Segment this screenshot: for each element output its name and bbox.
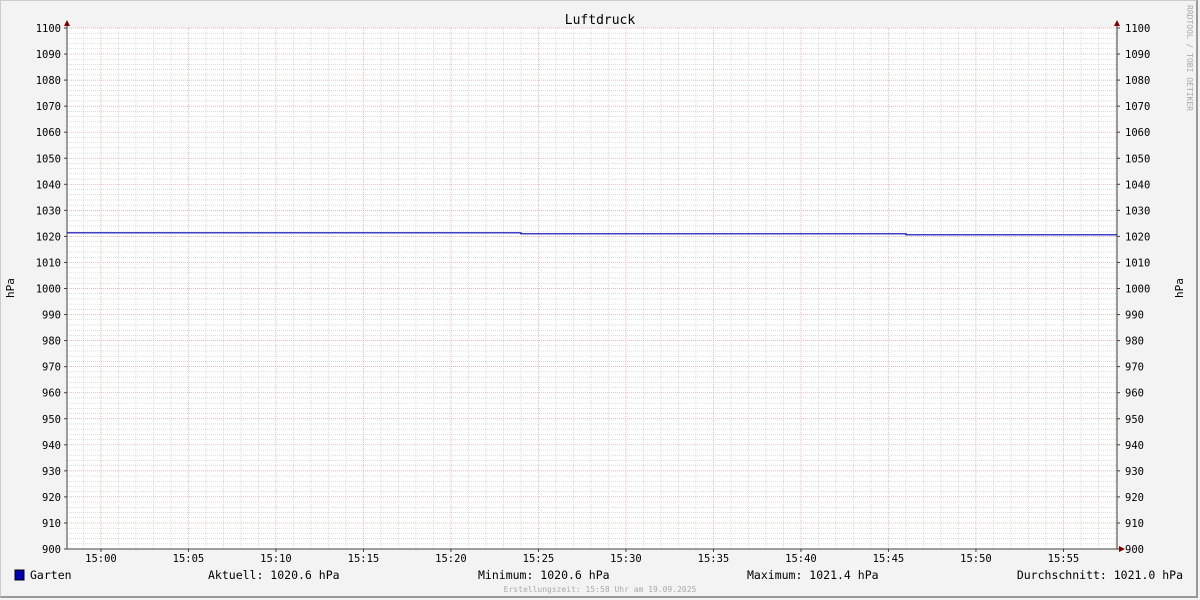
y-tick-label-right: 960 [1125, 388, 1144, 400]
x-tick-label: 15:35 [698, 553, 730, 565]
x-tick-label: 15:05 [173, 553, 205, 565]
y-tick-label-left: 1100 [36, 23, 61, 35]
y-tick-label-right: 930 [1125, 466, 1144, 478]
y-tick-label-left: 1080 [36, 75, 61, 87]
y-tick-label-left: 1020 [36, 231, 61, 243]
y-axis-arrow-right [1114, 20, 1120, 26]
y-tick-label-left: 930 [42, 466, 61, 478]
y-tick-label-left: 960 [42, 388, 61, 400]
y-tick-label-right: 1060 [1125, 127, 1150, 139]
y-tick-label-right: 940 [1125, 440, 1144, 452]
series [67, 232, 1117, 236]
y-tick-label-left: 1030 [36, 205, 61, 217]
watermark: RRDTOOL / TOBI OETIKER [1185, 5, 1194, 111]
y-tick-label-right: 1100 [1125, 23, 1150, 35]
chart-title: Luftdruck [565, 13, 636, 28]
y-axis-arrow-left [64, 20, 70, 26]
x-tick-label: 15:20 [435, 553, 467, 565]
y-tick-label-right: 1030 [1125, 205, 1150, 217]
series-line-garten [67, 232, 1117, 236]
axes: 900 900 910 910 920 920 930 930 940 940 950 950 960 9… [36, 20, 1150, 565]
y-tick-label-right: 980 [1125, 336, 1144, 348]
y-tick-label-left: 990 [42, 310, 61, 322]
x-tick-label: 15:15 [348, 553, 380, 565]
grid [67, 27, 1117, 550]
x-tick-label: 15:50 [960, 553, 992, 565]
x-tick-label: 15:25 [523, 553, 555, 565]
y-tick-label-right: 1040 [1125, 179, 1150, 191]
y-tick-label-right: 1000 [1125, 284, 1150, 296]
y-tick-label-right: 1090 [1125, 49, 1150, 61]
y-tick-label-left: 1090 [36, 49, 61, 61]
y-tick-label-right: 950 [1125, 414, 1144, 426]
legend-minimum: Minimum: 1020.6 hPa [478, 568, 610, 582]
y-tick-label-right: 1050 [1125, 153, 1150, 165]
y-tick-label-left: 920 [42, 492, 61, 504]
x-tick-label: 15:40 [785, 553, 817, 565]
y-tick-label-right: 1080 [1125, 75, 1150, 87]
legend-current: Aktuell: 1020.6 hPa [208, 568, 340, 582]
x-tick-label: 15:30 [610, 553, 642, 565]
y-tick-label-right: 1070 [1125, 101, 1150, 113]
y-axis-label-left: hPa [4, 278, 17, 298]
x-tick-label: 15:55 [1048, 553, 1080, 565]
y-tick-label-left: 1060 [36, 127, 61, 139]
y-tick-label-right: 920 [1125, 492, 1144, 504]
y-tick-label-right: 910 [1125, 518, 1144, 530]
y-axis-label-right: hPa [1173, 278, 1186, 298]
y-tick-label-left: 910 [42, 518, 61, 530]
y-tick-label-left: 900 [42, 544, 61, 556]
x-tick-label: 15:10 [260, 553, 292, 565]
y-tick-label-left: 940 [42, 440, 61, 452]
legend-swatch-garten [14, 569, 25, 581]
y-tick-label-left: 980 [42, 336, 61, 348]
y-tick-label-right: 900 [1125, 544, 1144, 556]
legend-label: Garten [30, 568, 72, 582]
y-tick-label-left: 1070 [36, 101, 61, 113]
y-tick-label-right: 1020 [1125, 231, 1150, 243]
y-tick-label-left: 1050 [36, 153, 61, 165]
y-tick-label-left: 1040 [36, 179, 61, 191]
legend-average: Durchschnitt: 1021.0 hPa [1017, 568, 1183, 582]
y-tick-label-left: 950 [42, 414, 61, 426]
y-tick-label-right: 970 [1125, 362, 1144, 374]
x-tick-label: 15:45 [873, 553, 905, 565]
x-tick-label: 15:00 [85, 553, 117, 565]
y-tick-label-left: 970 [42, 362, 61, 374]
legend-maximum: Maximum: 1021.4 hPa [747, 568, 879, 582]
footer-timestamp: Erstellungszeit: 15:58 Uhr am 19.09.2025 [504, 585, 697, 594]
y-tick-label-right: 1010 [1125, 257, 1150, 269]
y-tick-label-left: 1000 [36, 284, 61, 296]
y-tick-label-left: 1010 [36, 257, 61, 269]
y-tick-label-right: 990 [1125, 310, 1144, 322]
x-axis-arrow [1119, 546, 1125, 552]
